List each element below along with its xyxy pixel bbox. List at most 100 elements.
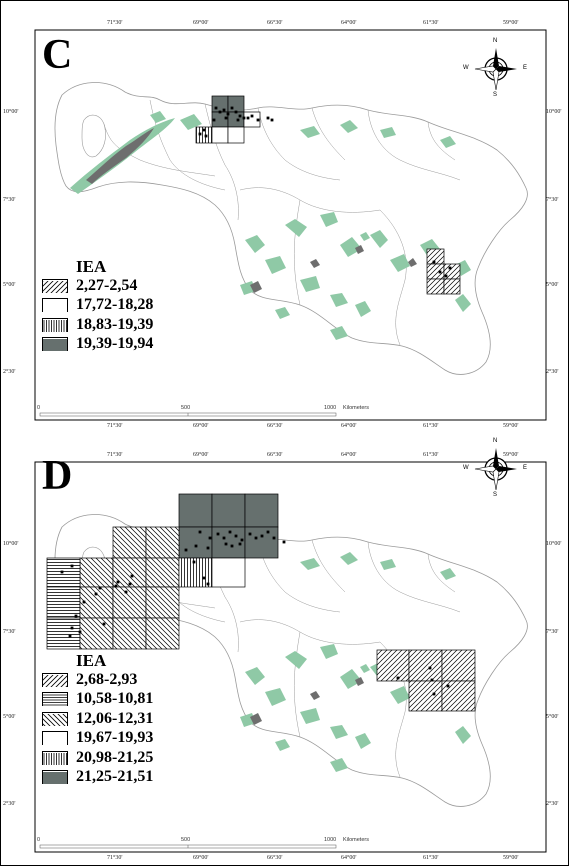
latitude-label: 10°00' bbox=[3, 541, 19, 547]
longitude-label: 66°30' bbox=[267, 423, 283, 429]
occurrence-point bbox=[234, 534, 238, 538]
occurrence-point bbox=[70, 626, 74, 630]
legend-label: 20,98-21,25 bbox=[76, 748, 154, 766]
compass-label-s: S bbox=[493, 92, 498, 98]
legend-swatch bbox=[42, 278, 68, 293]
state-border bbox=[427, 121, 456, 161]
relief-green bbox=[340, 552, 358, 565]
legend-swatch bbox=[42, 750, 68, 765]
longitude-label: 64°00' bbox=[341, 452, 357, 458]
occurrence-point bbox=[82, 600, 86, 604]
grid-cell bbox=[408, 680, 443, 712]
relief-green bbox=[265, 688, 286, 706]
legend-swatch bbox=[42, 770, 68, 785]
grid-cell bbox=[426, 248, 445, 265]
occurrence-point bbox=[184, 548, 188, 552]
longitude-label: 59°00' bbox=[503, 855, 519, 861]
scale-label-end: 1000 bbox=[324, 405, 337, 411]
occurrence-point bbox=[230, 106, 234, 110]
occurrence-point bbox=[202, 576, 206, 580]
occurrence-point bbox=[224, 542, 228, 546]
latitude-label: 7°30' bbox=[546, 629, 559, 635]
latitude-label: 10°00' bbox=[3, 109, 19, 115]
relief-green bbox=[300, 276, 320, 292]
map-panel-c: C IEA 2,27-2,54 17,72-18,28 18,83-19,39 19,… bbox=[0, 0, 569, 432]
state-border bbox=[367, 109, 461, 181]
relief-green bbox=[285, 219, 307, 237]
occurrence-point bbox=[238, 114, 242, 118]
grid-cell bbox=[178, 557, 213, 588]
occurrence-point bbox=[198, 132, 202, 136]
legend-label: 2,27-2,54 bbox=[76, 276, 138, 294]
grid-cell bbox=[46, 617, 81, 650]
latitude-label: 2°30' bbox=[546, 801, 559, 807]
occurrence-point bbox=[228, 530, 232, 534]
legend-label: 10,58-10,81 bbox=[76, 690, 154, 708]
scale-label-zero: 0 bbox=[37, 837, 41, 843]
occurrence-point bbox=[256, 118, 260, 122]
longitude-label: 66°30' bbox=[267, 855, 283, 861]
occurrence-point bbox=[102, 622, 106, 626]
longitude-label: 71°30' bbox=[107, 452, 123, 458]
relief-dark bbox=[355, 677, 364, 686]
scale-bar bbox=[39, 844, 337, 849]
occurrence-point bbox=[68, 634, 72, 638]
latitude-label: 7°30' bbox=[3, 197, 16, 203]
state-border bbox=[427, 553, 456, 593]
legend-item: 12,06-12,31 bbox=[42, 709, 153, 729]
legend-label: 2,68-2,93 bbox=[76, 670, 138, 688]
occurrence-point bbox=[428, 666, 432, 670]
grid-cell bbox=[79, 557, 114, 588]
occurrence-point bbox=[198, 530, 202, 534]
occurrence-point bbox=[266, 116, 270, 120]
relief-green bbox=[455, 294, 471, 312]
occurrence-point bbox=[128, 582, 132, 586]
legend-swatch bbox=[42, 672, 68, 687]
grid-cell bbox=[443, 278, 461, 295]
legend-swatch bbox=[42, 692, 68, 707]
occurrence-point bbox=[246, 116, 250, 120]
grid-cell bbox=[426, 263, 445, 280]
occurrence-point bbox=[192, 560, 196, 564]
relief-green bbox=[360, 664, 370, 673]
latitude-label: 2°30' bbox=[3, 801, 16, 807]
occurrence-point bbox=[194, 544, 198, 548]
occurrence-point bbox=[124, 590, 128, 594]
legend-item: 2,68-2,93 bbox=[42, 670, 153, 690]
latitude-label: 2°30' bbox=[546, 369, 559, 375]
grid-cell bbox=[244, 493, 279, 528]
legend-swatch bbox=[42, 731, 68, 746]
longitude-label: 69°00' bbox=[193, 20, 209, 26]
relief-green bbox=[455, 726, 471, 744]
grid-cell bbox=[243, 111, 261, 128]
longitude-label: 69°00' bbox=[193, 423, 209, 429]
occurrence-point bbox=[214, 106, 218, 110]
longitude-label: 66°30' bbox=[267, 452, 283, 458]
legend-label: 19,67-19,93 bbox=[76, 729, 154, 747]
occurrence-point bbox=[438, 270, 442, 274]
occurrence-point bbox=[60, 570, 64, 574]
latitude-label: 5°00' bbox=[3, 714, 16, 720]
occurrence-point bbox=[130, 574, 134, 578]
occurrence-point bbox=[396, 676, 400, 680]
relief-green bbox=[245, 235, 265, 253]
legend: IEA 2,68-2,93 10,58-10,81 12,06-12,31 19,67… bbox=[42, 652, 153, 787]
relief-green bbox=[320, 212, 338, 227]
longitude-label: 61°30' bbox=[423, 855, 439, 861]
occurrence-point bbox=[236, 118, 240, 122]
compass-label-n: N bbox=[493, 438, 498, 444]
latitude-label: 5°00' bbox=[546, 282, 559, 288]
relief-green bbox=[355, 301, 371, 317]
grid-cell bbox=[426, 278, 445, 295]
legend-item: 21,25-21,51 bbox=[42, 768, 153, 788]
occurrence-point bbox=[222, 108, 226, 112]
scale-label-end: 1000 bbox=[324, 837, 337, 843]
legend-item: 20,98-21,25 bbox=[42, 748, 153, 768]
compass-icon bbox=[474, 48, 517, 91]
relief-dark bbox=[310, 259, 320, 268]
compass-label-w: W bbox=[463, 65, 469, 71]
relief-green bbox=[265, 256, 286, 274]
longitude-label: 64°00' bbox=[341, 855, 357, 861]
grid-cell bbox=[112, 617, 147, 650]
